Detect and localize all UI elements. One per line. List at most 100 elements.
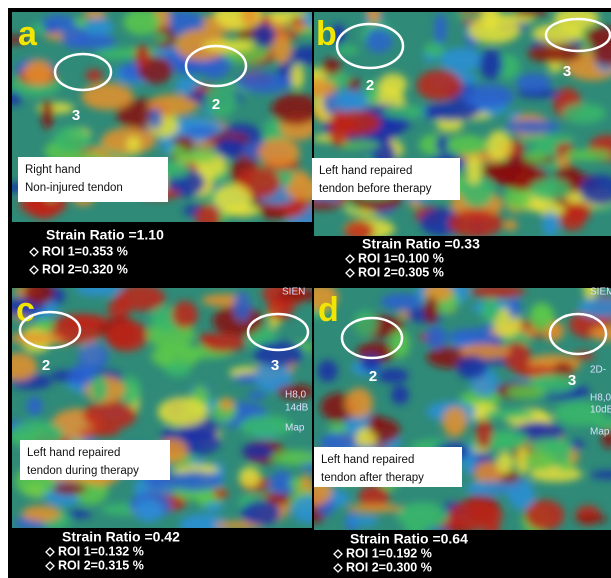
strain-blob xyxy=(562,103,606,123)
roi-marker: 3 xyxy=(271,357,279,374)
strain-blob xyxy=(479,49,502,79)
caption-text: tendon after therapy xyxy=(321,472,424,484)
strain-blob xyxy=(520,135,575,145)
strain-blob xyxy=(267,297,294,321)
strain-blob xyxy=(233,292,250,321)
strain-ratio: Strain Ratio =0.33 xyxy=(362,236,480,252)
strain-blob xyxy=(346,516,379,526)
strain-blob xyxy=(318,360,338,382)
strain-blob xyxy=(258,138,300,166)
strain-blob xyxy=(199,333,218,344)
strain-blob xyxy=(126,136,140,151)
strain-blob xyxy=(424,296,439,324)
strain-blob xyxy=(331,110,381,135)
strain-blob xyxy=(484,409,536,420)
strain-blob xyxy=(516,73,551,92)
caption-text: tendon before therapy xyxy=(319,183,432,195)
panel-letter: d xyxy=(318,291,339,329)
strain-blob xyxy=(354,311,378,337)
strain-blob xyxy=(135,45,150,68)
roi-value: ROI 1=0.353 % xyxy=(42,244,128,258)
panel-letter: b xyxy=(316,15,337,53)
strain-blob xyxy=(487,130,512,160)
strain-blob xyxy=(134,499,163,522)
strain-blob xyxy=(508,297,521,319)
overlay-text: 2D- xyxy=(590,365,606,376)
strain-blob xyxy=(168,472,223,492)
strain-ratio: Strain Ratio =1.10 xyxy=(46,227,164,243)
strain-blob xyxy=(105,320,148,352)
strain-blob xyxy=(575,515,607,523)
strain-blob xyxy=(8,333,60,345)
strain-blob xyxy=(439,48,484,71)
strain-blob xyxy=(529,178,571,200)
strain-blob xyxy=(241,501,281,525)
strain-blob xyxy=(153,33,168,43)
strain-blob xyxy=(149,108,162,129)
strain-blob xyxy=(123,9,160,36)
strain-blob xyxy=(462,84,514,108)
strain-blob xyxy=(496,452,513,475)
overlay-text: H8,0 xyxy=(590,393,611,404)
strain-blob xyxy=(570,440,584,449)
strain-blob xyxy=(382,105,425,119)
strain-blob xyxy=(532,24,583,43)
caption-text: Left hand repaired xyxy=(321,454,414,466)
strain-blob xyxy=(83,401,136,430)
roi-value: ROI 1=0.100 % xyxy=(358,251,444,265)
strain-blob xyxy=(391,385,409,405)
strain-blob xyxy=(289,478,303,489)
strain-blob xyxy=(172,301,198,329)
caption-text: Left hand repaired xyxy=(27,447,120,459)
roi-marker: 3 xyxy=(72,107,80,124)
strain-blob xyxy=(449,500,503,531)
strain-blob xyxy=(523,152,547,162)
strain-blob xyxy=(204,503,224,512)
overlay-text: 10dB xyxy=(590,405,611,416)
strain-blob xyxy=(53,127,90,153)
strain-blob xyxy=(42,15,75,32)
strain-blob xyxy=(465,481,515,496)
strain-blob xyxy=(504,120,560,134)
overlay-text: 14dB xyxy=(285,403,309,414)
roi-marker: 2 xyxy=(212,96,220,113)
panel-letter: a xyxy=(18,15,38,53)
strain-blob xyxy=(563,149,611,160)
strain-blob xyxy=(377,368,409,383)
roi-marker: 3 xyxy=(568,372,576,389)
strain-blob xyxy=(365,28,392,53)
strain-blob xyxy=(442,406,467,436)
strain-blob xyxy=(116,285,165,312)
roi-marker: 3 xyxy=(563,63,571,80)
strain-blob xyxy=(525,451,556,470)
strain-blob xyxy=(213,488,228,499)
figure: a32Right handNon-injured tendonStrain Ra… xyxy=(0,0,611,578)
strain-blob xyxy=(169,145,185,157)
strain-blob xyxy=(476,419,493,448)
strain-blob xyxy=(85,18,113,36)
strain-blob xyxy=(490,430,529,448)
strain-blob xyxy=(239,466,261,487)
caption-text: Non-injured tendon xyxy=(25,182,123,194)
roi-value: ROI 2=0.300 % xyxy=(346,560,432,574)
strain-ratio: Strain Ratio =0.64 xyxy=(350,531,468,547)
strain-blob xyxy=(369,413,381,434)
strain-blob xyxy=(214,184,252,215)
strain-blob xyxy=(448,209,503,237)
caption-text: tendon during therapy xyxy=(27,465,139,477)
strain-blob xyxy=(261,207,285,220)
elastography-panel xyxy=(0,280,329,536)
strain-blob xyxy=(397,502,448,530)
roi-marker: 2 xyxy=(366,77,374,94)
strain-blob xyxy=(158,397,208,427)
overlay-text: SIEM xyxy=(590,287,611,298)
strain-blob xyxy=(69,364,94,385)
strain-blob xyxy=(542,212,559,237)
strain-blob xyxy=(379,73,407,95)
strain-blob xyxy=(424,43,445,58)
caption-text: Left hand repaired xyxy=(319,165,412,177)
strain-blob xyxy=(322,58,341,75)
strain-blob xyxy=(0,353,37,381)
strain-blob xyxy=(559,207,586,231)
strain-blob xyxy=(41,100,53,130)
